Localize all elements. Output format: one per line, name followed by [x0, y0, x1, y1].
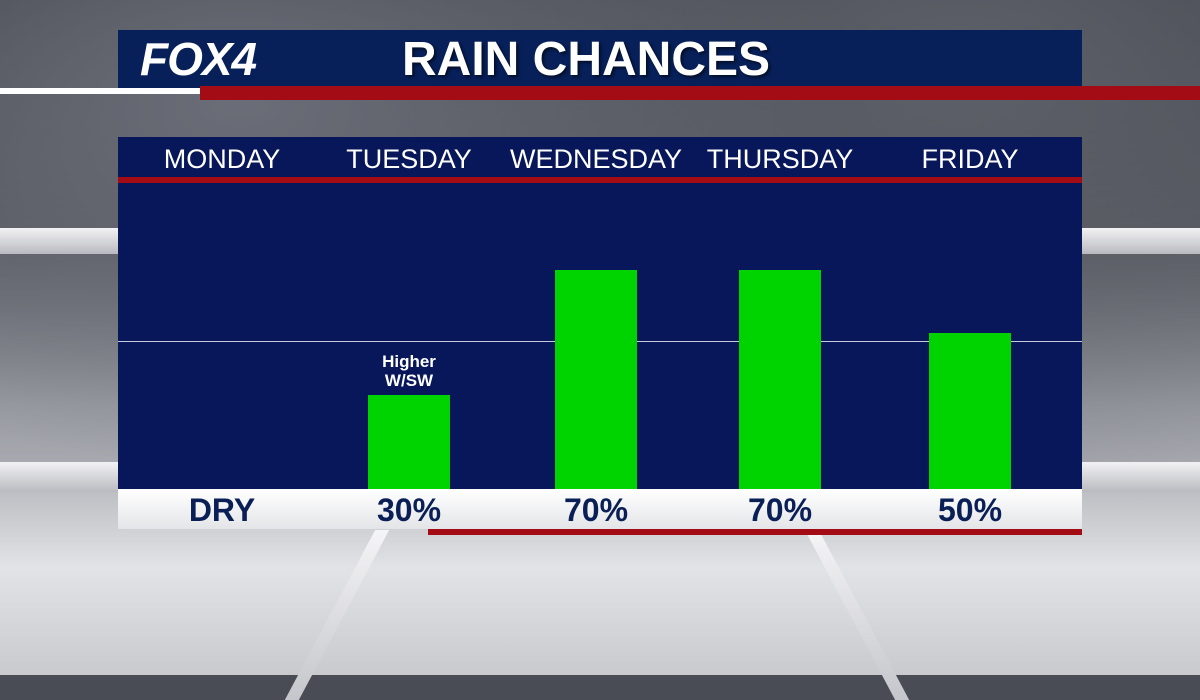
value-label-tuesday: 30% [376, 492, 442, 528]
bar-tuesday [368, 395, 450, 489]
annotation-line: Higher [382, 352, 436, 372]
background-rail-left [0, 228, 118, 254]
value-label-wednesday: 70% [563, 492, 629, 528]
day-label-row: MONDAY TUESDAY WEDNESDAY THURSDAY FRIDAY [118, 137, 1082, 179]
value-row-underline [428, 529, 1082, 535]
day-label-friday: FRIDAY [921, 144, 1019, 174]
day-row-divider [118, 177, 1082, 183]
page-title: RAIN CHANCES [402, 33, 771, 86]
background-rail-right [1082, 228, 1200, 254]
value-label-thursday: 70% [747, 492, 813, 528]
value-label-friday: 50% [937, 492, 1003, 528]
value-label-monday: DRY [188, 492, 256, 528]
background-rail-left-lower [0, 462, 118, 492]
header-stripe-white [0, 88, 200, 94]
bar-thursday [739, 270, 821, 489]
station-logo: FOX4 [140, 33, 257, 85]
annotation-line: W/SW [384, 371, 434, 391]
day-label-monday: MONDAY [163, 144, 281, 174]
bar-wednesday [555, 270, 637, 489]
header-stripe-red [200, 86, 1200, 100]
bar-friday [929, 332, 1011, 489]
annotation-tuesday: Higher W/SW [349, 352, 469, 390]
value-label-row: DRY 30% 70% 70% 50% [118, 489, 1082, 529]
header-bar [118, 30, 1082, 88]
background-rail-right-lower [1082, 462, 1200, 492]
day-label-wednesday: WEDNESDAY [509, 144, 683, 174]
day-label-tuesday: TUESDAY [346, 144, 472, 174]
day-label-thursday: THURSDAY [706, 144, 854, 174]
